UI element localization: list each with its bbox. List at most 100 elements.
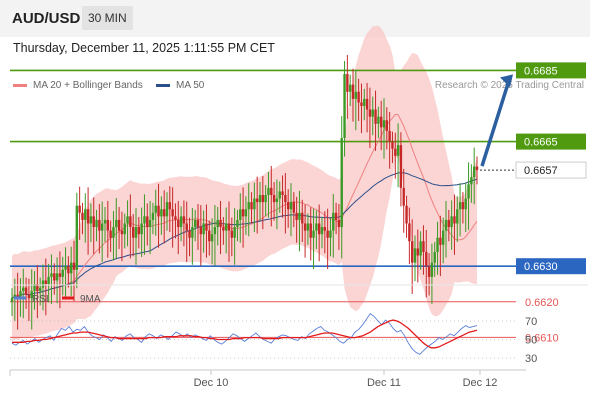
osc-legend-label-9ma: 9MA — [80, 294, 101, 305]
osc-line-rsi — [11, 312, 478, 355]
candle-body — [439, 237, 442, 245]
candle-body — [385, 120, 389, 131]
candle-body — [50, 273, 53, 277]
candle-body — [78, 205, 81, 213]
candle-body — [126, 216, 129, 224]
last-price-label: 0.6657 — [524, 165, 558, 177]
candle-body — [131, 227, 135, 238]
x-tick-label: Dec 12 — [463, 377, 498, 389]
candle-body — [301, 212, 304, 224]
candle-body — [146, 216, 149, 228]
candle-body — [16, 294, 19, 299]
candle-body — [92, 216, 95, 228]
candle-body — [100, 223, 104, 231]
ma20-line — [11, 113, 478, 299]
candle-body — [247, 202, 250, 210]
candle-body — [22, 287, 25, 292]
candle-body — [89, 216, 93, 224]
candle-body — [224, 223, 228, 231]
forecast-arrow-head — [500, 74, 513, 88]
level-label-0.6685: 0.6685 — [524, 65, 558, 77]
chart-datetime: Thursday, December 11, 2025 1:11:55 PM C… — [13, 41, 275, 55]
candle-body — [377, 116, 380, 124]
candle-body — [284, 195, 287, 203]
candle-body — [182, 216, 186, 224]
candle-body — [86, 209, 90, 224]
osc-tick-30: 30 — [525, 353, 537, 365]
candle-body — [261, 195, 265, 203]
candle-body — [272, 195, 276, 203]
candle-body — [171, 209, 174, 217]
candle-body — [315, 223, 318, 231]
candle-body — [394, 148, 397, 156]
candle-body — [208, 230, 211, 242]
candle-body — [416, 248, 420, 256]
candle-body — [109, 230, 112, 238]
candle-body — [388, 130, 391, 142]
ma50-line — [11, 172, 478, 299]
candle-body — [157, 205, 160, 217]
candle-body — [210, 234, 214, 242]
candle-body — [103, 219, 107, 224]
legend-swatch-ma20 — [13, 84, 27, 87]
candle-body — [177, 219, 180, 228]
last-price-tag — [515, 161, 587, 179]
candle-body — [115, 219, 118, 228]
candle-body — [368, 109, 372, 117]
candle-body — [69, 262, 73, 274]
candle-body — [188, 230, 191, 238]
candle-body — [151, 212, 155, 220]
candle-body — [391, 141, 394, 149]
candle-body — [306, 223, 310, 231]
candle-body — [458, 202, 462, 210]
candle-body — [450, 216, 453, 228]
candle-body — [295, 212, 298, 220]
candle-body — [165, 202, 169, 217]
legend-label-ma50: MA 50 — [176, 80, 205, 91]
candle-body — [148, 219, 152, 228]
candle-body — [36, 284, 39, 292]
candle-body — [13, 294, 17, 299]
candle-body — [453, 216, 456, 224]
candle-body — [129, 216, 132, 228]
candle-body — [33, 284, 36, 292]
candle-body — [84, 209, 87, 220]
candle-body — [470, 177, 473, 185]
candle-body — [64, 266, 67, 270]
candle-body — [106, 219, 110, 231]
candle-body — [27, 294, 31, 299]
candle-body — [334, 212, 338, 220]
candle-body — [323, 227, 327, 231]
candle-body — [425, 251, 428, 267]
candle-body — [441, 230, 445, 245]
candle-body — [202, 223, 205, 235]
candle-body — [255, 198, 259, 203]
candle-body — [222, 227, 225, 231]
candle-body — [427, 266, 431, 277]
candle-body — [374, 109, 377, 124]
candle-body — [354, 91, 358, 99]
timeframe-button[interactable]: 30 MIN — [82, 6, 133, 30]
candle-body — [61, 269, 64, 277]
candle-body — [44, 280, 48, 284]
candle-body — [357, 91, 360, 103]
candle-body — [219, 219, 222, 228]
candle-body — [244, 209, 248, 217]
candle-body — [267, 187, 270, 195]
candle-body — [19, 291, 22, 299]
level-tag-0.6685 — [516, 62, 586, 79]
candle-body — [239, 209, 242, 220]
level-label-0.6630: 0.6630 — [524, 261, 558, 273]
candle-body — [329, 230, 332, 238]
candle-body — [230, 230, 234, 238]
candle-body — [332, 212, 335, 231]
osc-tick-70: 70 — [525, 316, 537, 328]
candle-body — [464, 198, 467, 210]
candle-body — [81, 212, 84, 220]
candle-body — [160, 209, 163, 217]
candle-body — [143, 216, 146, 224]
candle-body — [410, 241, 414, 263]
candle-body — [174, 216, 177, 220]
legend-label-ma20: MA 20 + Bollinger Bands — [33, 80, 143, 91]
candle-body — [67, 266, 70, 274]
